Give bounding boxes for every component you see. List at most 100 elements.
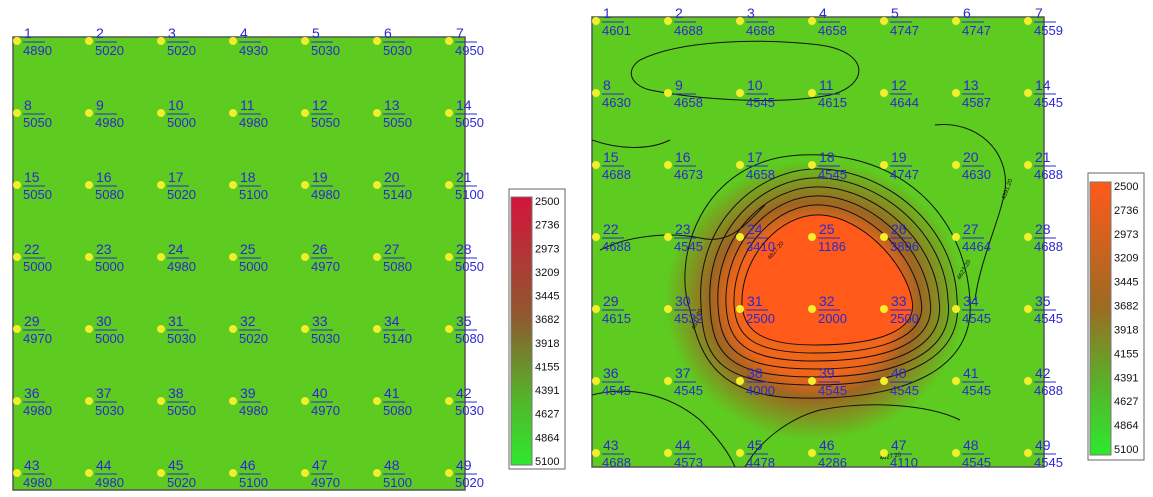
point-id-label: 35	[456, 313, 472, 329]
sample-point	[808, 89, 816, 97]
point-value-label: 5020	[95, 43, 124, 58]
point-id-label: 28	[456, 241, 472, 257]
point-id-label: 27	[963, 221, 979, 237]
point-value-label: 4000	[746, 383, 775, 398]
colorbar-tick-label: 4864	[1114, 420, 1138, 432]
sample-point	[373, 469, 381, 477]
point-value-label: 4545	[818, 167, 847, 182]
colorbar-tick-label: 4627	[1114, 396, 1138, 408]
point-value-label: 4658	[674, 95, 703, 110]
colorbar-left-frame	[508, 188, 566, 470]
point-value-label: 4747	[890, 23, 919, 38]
sample-point	[13, 253, 21, 261]
point-id-label: 30	[96, 313, 112, 329]
point-value-label: 4970	[311, 259, 340, 274]
point-value-label: 4980	[311, 187, 340, 202]
sample-point	[445, 109, 453, 117]
point-id-label: 13	[963, 77, 979, 93]
sample-point	[880, 305, 888, 313]
point-id-label: 33	[891, 293, 907, 309]
colorbar-tick-label: 4155	[1114, 348, 1138, 360]
point-value-label: 4930	[239, 43, 268, 58]
sample-point	[1024, 89, 1032, 97]
point-value-label: 4615	[818, 95, 847, 110]
sample-point	[85, 325, 93, 333]
point-value-label: 5100	[383, 475, 412, 490]
colorbar-tick-label: 2500	[1114, 181, 1138, 193]
point-value-label: 4890	[23, 43, 52, 58]
point-value-label: 4658	[746, 167, 775, 182]
sample-point	[880, 449, 888, 457]
point-value-label: 4478	[746, 455, 775, 470]
sample-point	[592, 449, 600, 457]
colorbar-tick-label: 2973	[1114, 229, 1138, 241]
point-id-label: 42	[1035, 365, 1051, 381]
colorbar-tick-label: 5100	[1114, 444, 1138, 456]
point-id-label: 11	[819, 77, 834, 93]
sample-point	[736, 161, 744, 169]
point-id-label: 16	[675, 149, 691, 165]
sample-point	[229, 253, 237, 261]
point-value-label: 5050	[167, 403, 196, 418]
point-id-label: 37	[675, 365, 691, 381]
point-id-label: 9	[96, 97, 104, 113]
sample-point	[13, 109, 21, 117]
point-value-label: 4688	[602, 455, 631, 470]
sample-point	[664, 89, 672, 97]
point-id-label: 40	[312, 385, 328, 401]
sample-point	[229, 397, 237, 405]
point-id-label: 42	[456, 385, 472, 401]
point-id-label: 19	[891, 149, 907, 165]
sample-point	[736, 17, 744, 25]
point-value-label: 4688	[1034, 167, 1063, 182]
point-id-label: 3	[168, 25, 176, 41]
colorbar-tick-label: 4391	[1114, 372, 1138, 384]
point-id-label: 32	[240, 313, 256, 329]
sample-point	[592, 89, 600, 97]
point-id-label: 48	[963, 437, 979, 453]
point-value-label: 5050	[455, 259, 484, 274]
sample-point	[373, 253, 381, 261]
point-id-label: 39	[819, 365, 835, 381]
sample-point	[808, 233, 816, 241]
point-id-label: 4	[819, 5, 827, 21]
point-id-label: 35	[1035, 293, 1051, 309]
sample-point	[229, 181, 237, 189]
sample-point	[880, 377, 888, 385]
point-value-label: 4545	[602, 383, 631, 398]
point-value-label: 5050	[455, 115, 484, 130]
point-id-label: 36	[24, 385, 40, 401]
point-value-label: 3896	[890, 239, 919, 254]
sample-point	[880, 17, 888, 25]
point-value-label: 3410	[746, 239, 775, 254]
sample-point	[301, 181, 309, 189]
point-id-label: 6	[963, 5, 971, 21]
sample-point	[445, 325, 453, 333]
sample-point	[592, 377, 600, 385]
sample-point	[229, 37, 237, 45]
sample-point	[13, 37, 21, 45]
colorbar-tick-label: 4391	[535, 385, 559, 397]
sample-point	[952, 233, 960, 241]
point-value-label: 4630	[962, 167, 991, 182]
point-id-label: 39	[240, 385, 256, 401]
point-value-label: 5000	[167, 115, 196, 130]
point-value-label: 4980	[167, 259, 196, 274]
point-value-label: 4545	[890, 383, 919, 398]
sample-point	[157, 181, 165, 189]
point-value-label: 4559	[1034, 23, 1063, 38]
point-id-label: 22	[24, 241, 40, 257]
point-value-label: 4688	[746, 23, 775, 38]
sample-point	[592, 161, 600, 169]
sample-point	[952, 305, 960, 313]
point-value-label: 5030	[383, 43, 412, 58]
point-id-label: 41	[963, 365, 979, 381]
sample-point	[373, 325, 381, 333]
sample-point	[13, 469, 21, 477]
sample-point	[664, 449, 672, 457]
point-value-label: 4688	[674, 23, 703, 38]
point-id-label: 37	[96, 385, 112, 401]
sample-point	[1024, 449, 1032, 457]
sample-point	[880, 89, 888, 97]
